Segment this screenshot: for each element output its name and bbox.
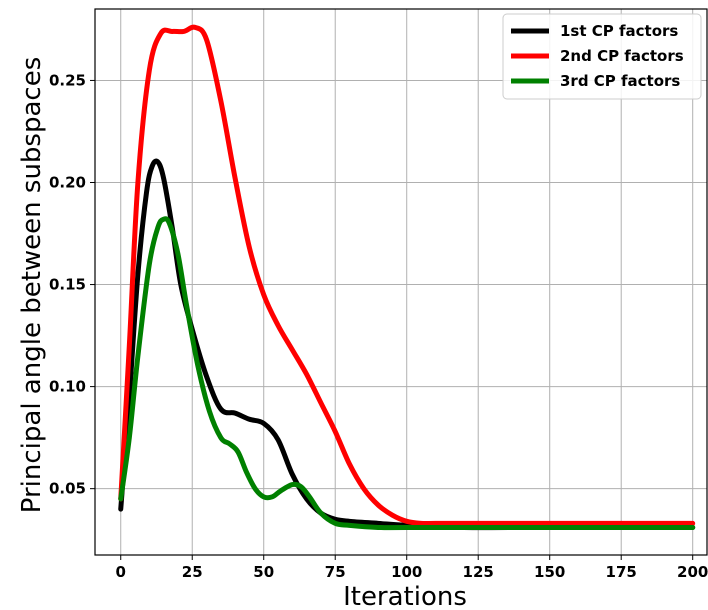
x-tick-label: 100 xyxy=(391,563,422,581)
x-tick-label: 200 xyxy=(677,563,708,581)
y-axis-label: Principal angle between subspaces xyxy=(17,57,47,514)
x-tick-label: 25 xyxy=(182,563,203,581)
legend-label-third: 3rd CP factors xyxy=(560,72,680,90)
y-axis-ticks: 0.05 0.10 0.15 0.20 0.25 xyxy=(49,71,95,498)
x-tick-label: 150 xyxy=(534,563,565,581)
y-tick-label: 0.20 xyxy=(49,173,86,191)
x-tick-label: 0 xyxy=(116,563,126,581)
y-tick-label: 0.15 xyxy=(49,276,86,294)
y-tick-label: 0.25 xyxy=(49,71,86,89)
y-tick-label: 0.05 xyxy=(49,480,86,498)
legend-label-first: 1st CP factors xyxy=(560,22,678,40)
x-axis-ticks: 0 25 50 75 100 125 150 175 200 xyxy=(116,555,708,581)
x-tick-label: 125 xyxy=(463,563,494,581)
x-tick-label: 175 xyxy=(606,563,637,581)
plot-frame xyxy=(94,8,708,556)
legend: 1st CP factors 2nd CP factors 3rd CP facto… xyxy=(502,13,702,100)
legend-label-second: 2nd CP factors xyxy=(560,47,684,65)
plot-series xyxy=(118,24,696,531)
y-tick-label: 0.10 xyxy=(49,378,86,396)
x-tick-label: 75 xyxy=(325,563,346,581)
x-tick-label: 50 xyxy=(253,563,274,581)
x-axis-label: Iterations xyxy=(343,582,467,610)
legend-box xyxy=(502,13,702,100)
series-line-third-cp-factors xyxy=(118,216,696,531)
series-line-second-cp-factors xyxy=(118,24,696,527)
